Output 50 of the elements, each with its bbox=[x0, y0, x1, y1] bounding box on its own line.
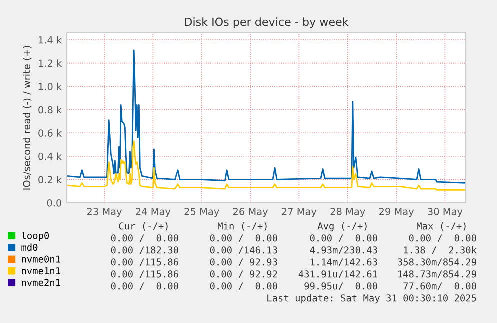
x-tick-label: 27 May bbox=[282, 208, 317, 218]
text: 0.00 / 0.00 bbox=[409, 234, 476, 243]
text: 0.00 /146.13 bbox=[210, 246, 278, 255]
text: 0.00 /182.30 bbox=[111, 246, 178, 255]
text: 77.60m/ 0.00 bbox=[404, 282, 476, 291]
y-tick-label: 0.0 bbox=[47, 199, 62, 207]
text: 0.00 / 0.00 bbox=[210, 234, 278, 243]
text: 4.93m/230.43 bbox=[310, 246, 378, 255]
y-tick-label: 0.2 k bbox=[38, 176, 62, 184]
x-tick-label: 29 May bbox=[379, 208, 414, 218]
text: 1.14m/142.63 bbox=[310, 258, 378, 267]
legend-label: md0 bbox=[22, 244, 38, 252]
text: Min (-/+) bbox=[218, 222, 267, 231]
line-series bbox=[67, 140, 466, 191]
text: 0.00 / 0.00 bbox=[210, 282, 278, 291]
x-tick-label: 23 May bbox=[87, 208, 122, 218]
x-tick-label: 30 May bbox=[428, 208, 463, 218]
y-tick-label: 1.2 k bbox=[39, 60, 62, 67]
x-tick-label: 25 May bbox=[184, 208, 220, 218]
text: Avg (-/+) bbox=[318, 222, 367, 232]
y-tick-label: 1.4 k bbox=[39, 36, 62, 44]
y-tick-label: 0.8 k bbox=[38, 106, 62, 114]
x-tick-label: 24 May bbox=[136, 208, 171, 218]
text: 99.95u/ 0.00 bbox=[304, 282, 378, 291]
legend-label: nvme1n1 bbox=[22, 268, 60, 275]
y-tick-label: 0.4 k bbox=[38, 152, 62, 160]
text: 0.00 /115.86 bbox=[111, 270, 178, 279]
text: 0.00 /115.86 bbox=[111, 258, 178, 267]
text: 0.00 / 0.00 bbox=[111, 234, 178, 243]
line-series bbox=[67, 50, 466, 184]
legend-label: loop0 bbox=[22, 232, 50, 242]
text: 0.00 / 92.93 bbox=[210, 258, 278, 267]
legend-label: nvme2n1 bbox=[22, 279, 60, 286]
legend-label: nvme0n1 bbox=[22, 256, 60, 263]
x-tick-label: 26 May bbox=[233, 208, 268, 218]
text: 358.30m/854.29 bbox=[398, 258, 476, 267]
chart-title: Disk IOs per device - by week bbox=[185, 18, 349, 28]
text: Cur (-/+) bbox=[119, 222, 168, 231]
text: Last update: Sat May 31 00:30:10 2025 bbox=[268, 294, 476, 304]
y-axis-title: IOs/second read (-) / write (+) bbox=[22, 46, 32, 190]
text: 148.73m/854.29 bbox=[398, 270, 476, 279]
y-tick-label: 1.0 k bbox=[39, 82, 62, 90]
x-tick-label: 28 May bbox=[330, 208, 366, 218]
text: 0.00 / 92.92 bbox=[210, 270, 278, 279]
text: 431.91u/142.61 bbox=[298, 270, 378, 279]
text: 1.38 / 2.30k bbox=[404, 246, 477, 255]
text: 0.00 / 0.00 bbox=[111, 282, 178, 291]
text: Max (-/+) bbox=[417, 222, 466, 231]
y-tick-label: 0.6 k bbox=[38, 129, 62, 137]
text: 0.00 / 0.00 bbox=[310, 234, 378, 243]
